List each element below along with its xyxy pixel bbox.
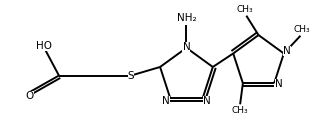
Text: N: N (182, 42, 190, 52)
Text: N: N (162, 96, 170, 106)
Text: NH₂: NH₂ (177, 13, 196, 23)
Text: HO: HO (36, 41, 52, 51)
Text: CH₃: CH₃ (232, 106, 248, 116)
Text: O: O (26, 91, 34, 101)
Text: N: N (283, 46, 290, 56)
Text: CH₃: CH₃ (237, 5, 254, 14)
Text: CH₃: CH₃ (293, 25, 310, 34)
Text: N: N (203, 96, 211, 106)
Text: N: N (275, 79, 283, 89)
Text: S: S (128, 71, 134, 80)
